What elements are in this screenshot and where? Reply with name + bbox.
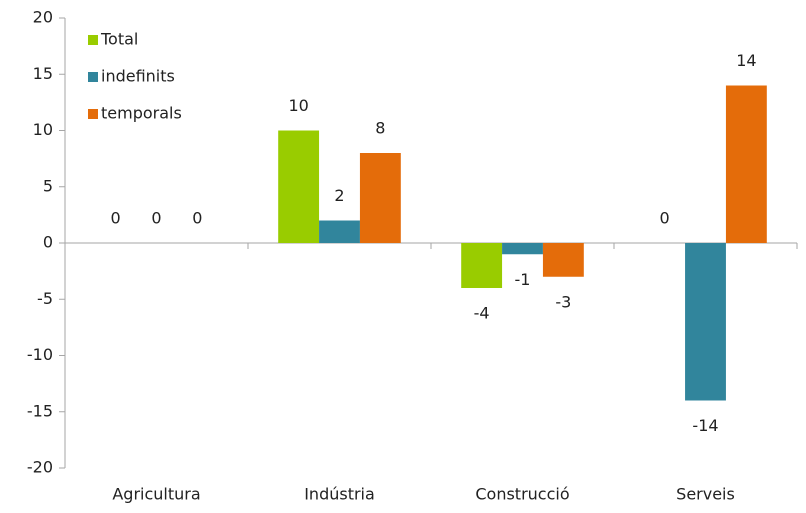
bar: [502, 243, 543, 255]
legend-label: Total: [100, 30, 138, 49]
legend-label: temporals: [101, 104, 182, 123]
bar: [359, 153, 401, 243]
x-tick-label: Agricultura: [112, 485, 200, 504]
data-label: 0: [660, 209, 670, 228]
legend-label: indefinits: [101, 67, 175, 86]
bar: [319, 220, 360, 243]
bar: [685, 243, 726, 401]
data-label: 8: [375, 119, 385, 138]
data-label: -3: [555, 292, 571, 311]
y-tick-label: 15: [33, 64, 53, 83]
y-tick-label: -20: [27, 458, 53, 477]
y-tick-label: 20: [33, 8, 53, 27]
data-label: 2: [334, 186, 344, 205]
y-tick-label: -15: [27, 401, 53, 420]
data-label: 10: [288, 96, 308, 115]
y-tick-label: -10: [27, 345, 53, 364]
bar: [542, 243, 584, 277]
y-tick-label: 0: [43, 233, 53, 252]
data-label: -14: [692, 416, 718, 435]
x-tick-label: Indústria: [304, 485, 375, 504]
data-label: 0: [111, 209, 121, 228]
data-label: 14: [736, 51, 756, 70]
x-tick-label: Serveis: [676, 485, 735, 504]
data-label: 0: [151, 209, 161, 228]
y-tick-label: 5: [43, 176, 53, 195]
legend-swatch: [88, 109, 98, 119]
data-label: -1: [515, 270, 531, 289]
legend-swatch: [88, 35, 98, 45]
legend-swatch: [88, 72, 98, 82]
y-tick-label: -5: [37, 289, 53, 308]
bar: [278, 130, 320, 243]
bar: [725, 85, 767, 243]
y-tick-label: 10: [33, 120, 53, 139]
data-label: 0: [192, 209, 202, 228]
x-tick-label: Construcció: [475, 485, 569, 504]
data-label: -4: [474, 304, 490, 323]
bar: [461, 243, 503, 288]
